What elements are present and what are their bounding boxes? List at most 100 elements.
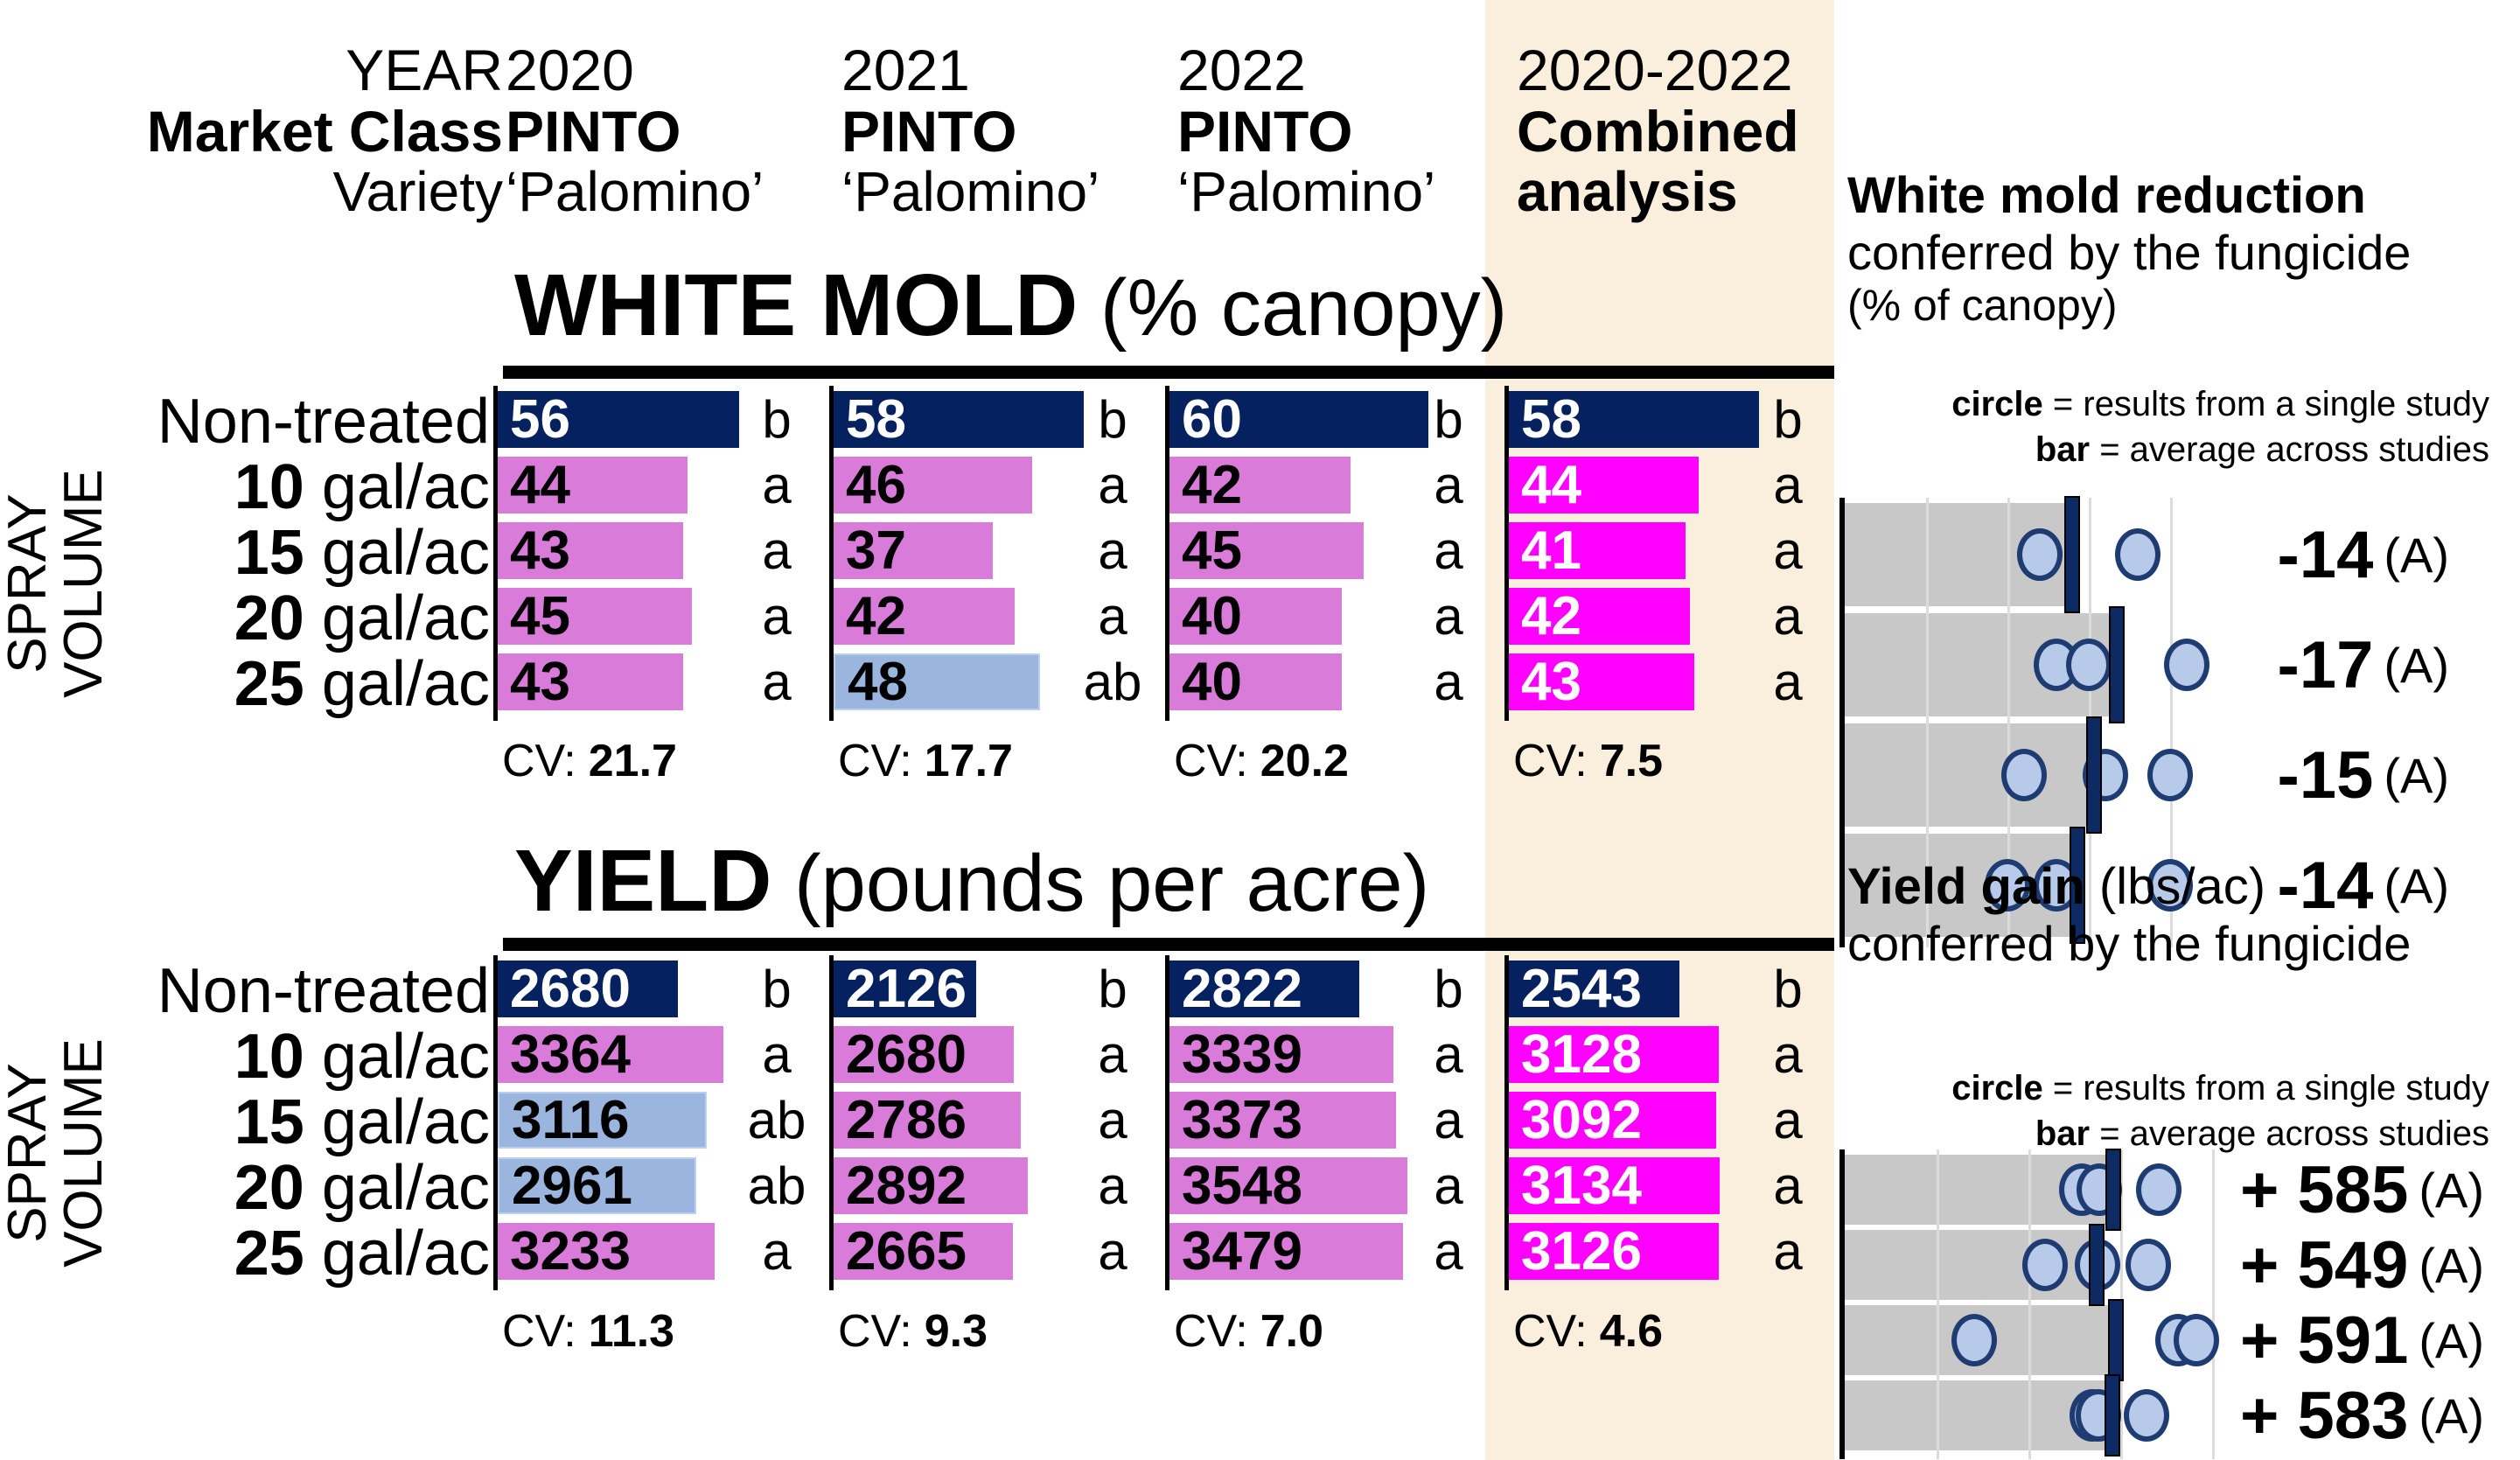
summary-chart-legend-line: bar = average across studies <box>1842 430 2489 470</box>
column-header-variety: ‘Palomino’ <box>1177 160 1436 223</box>
bar-value: 42 <box>846 586 906 646</box>
legend-desc: = average across studies <box>2090 430 2489 469</box>
value-bar: 3116 <box>498 1090 707 1150</box>
value-bar: 2665 <box>834 1221 1013 1282</box>
summary-value: -14 <box>2277 848 2374 923</box>
bar-value: 58 <box>846 389 906 450</box>
value-bar: 3364 <box>498 1024 723 1085</box>
legend-key: bar <box>2035 1114 2091 1153</box>
value-bar: 2680 <box>498 959 678 1019</box>
bar-value: 2665 <box>846 1221 967 1282</box>
column-header-market-class: Combined <box>1517 99 1799 164</box>
study-circle <box>2147 749 2193 801</box>
summary-value: -17 <box>2277 627 2374 702</box>
significance-letter: a <box>1098 1222 1127 1281</box>
value-bar: 43 <box>498 520 683 581</box>
summary-row-label: -14 (A) <box>2082 834 2450 937</box>
treatment-row-label: 20 gal/ac <box>26 583 490 654</box>
value-bar: 48 <box>834 652 1040 712</box>
summary-axis-line <box>1839 498 1845 947</box>
column-header-year: 2020-2022 <box>1517 38 1793 102</box>
significance-letter: a <box>762 521 792 580</box>
treatment-row-label: 10 gal/ac <box>26 451 490 523</box>
cv-label: CV: 4.6 <box>1513 1305 1663 1358</box>
significance-letter: b <box>762 960 792 1018</box>
section-title: YIELD (pounds per acre) <box>514 831 1429 932</box>
significance-letter: b <box>762 390 792 449</box>
section-title-bold: WHITE MOLD <box>514 256 1079 354</box>
significance-letter: b <box>1773 390 1803 449</box>
average-tick <box>2105 1149 2121 1231</box>
treatment-amount: 15 <box>234 518 304 588</box>
column-header-variety: analysis <box>1517 160 1738 223</box>
value-bar: 58 <box>834 389 1084 450</box>
cv-value: 20.2 <box>1260 736 1349 786</box>
average-tick <box>2109 606 2125 723</box>
cv-value: 9.3 <box>924 1306 988 1357</box>
value-bar: 40 <box>1169 586 1342 646</box>
bar-value: 3364 <box>510 1024 631 1085</box>
bar-value: 2680 <box>846 1024 967 1085</box>
average-tick <box>2064 496 2080 613</box>
value-bar: 3126 <box>1509 1221 1719 1282</box>
cv-label: CV: 7.5 <box>1513 735 1663 787</box>
bar-value: 3548 <box>1182 1156 1302 1216</box>
significance-letter: ab <box>1083 653 1142 711</box>
study-circle <box>1951 1314 1997 1366</box>
bar-value: 3126 <box>1521 1221 1642 1282</box>
legend-desc: = results from a single study <box>2042 1069 2489 1107</box>
summary-group-letter: (A) <box>2419 1312 2484 1368</box>
column-header-market-class: PINTO <box>841 99 1017 164</box>
bar-value: 3092 <box>1521 1090 1642 1150</box>
summary-title-part: conferred by the fungicide <box>1847 225 2412 280</box>
cv-label: CV: 17.7 <box>838 735 1013 787</box>
average-tick <box>2086 716 2102 834</box>
value-bar: 2892 <box>834 1156 1028 1216</box>
bar-value: 40 <box>1182 586 1242 646</box>
summary-value: + 549 <box>2240 1227 2409 1303</box>
summary-title-part: (lbs/ac) <box>2084 858 2266 915</box>
significance-letter: a <box>762 587 792 646</box>
value-bar: 3339 <box>1169 1024 1393 1085</box>
treatment-unit: gal/ac <box>304 1219 490 1289</box>
summary-group-letter: (A) <box>2384 747 2449 803</box>
significance-letter: a <box>1773 1222 1803 1281</box>
study-circle <box>2136 1163 2181 1216</box>
value-bar: 3134 <box>1509 1156 1720 1216</box>
bar-value: 2126 <box>846 959 967 1019</box>
column-header-year: 2022 <box>1177 38 1306 102</box>
panel-axis-line <box>1165 955 1169 1290</box>
summary-title-part: White mold reduction <box>1847 167 2366 224</box>
bar-value: 3339 <box>1182 1024 1302 1085</box>
bar-value: 44 <box>1521 455 1581 515</box>
treatment-amount: 20 <box>234 1153 304 1223</box>
bar-value: 45 <box>510 586 570 646</box>
summary-chart-legend-line: circle = results from a single study <box>1842 1069 2489 1108</box>
treatment-row-label: 15 gal/ac <box>26 517 490 589</box>
grid-line <box>2170 498 2173 947</box>
summary-value: + 583 <box>2240 1378 2409 1453</box>
panel-axis-line <box>1504 386 1509 721</box>
treatment-amount: 10 <box>234 1022 304 1092</box>
treatment-unit: gal/ac <box>304 583 490 653</box>
section-title-units: (pounds per acre) <box>771 839 1430 928</box>
summary-row-label: -15 (A) <box>2082 723 2450 827</box>
summary-group-letter: (A) <box>2384 527 2449 583</box>
summary-value: -15 <box>2277 737 2374 813</box>
cv-value: 11.3 <box>588 1306 675 1357</box>
section-title-bold: YIELD <box>514 832 772 930</box>
bar-value: 41 <box>1521 520 1581 581</box>
average-tick <box>2105 1374 2120 1457</box>
treatment-row-label: 10 gal/ac <box>26 1021 490 1093</box>
treatment-unit: gal/ac <box>304 1153 490 1223</box>
value-bar: 44 <box>498 455 688 515</box>
value-bar: 3233 <box>498 1221 715 1282</box>
spray-volume-axis-label: SPRAY VOLUME <box>0 1022 131 1284</box>
column-header-market-class: PINTO <box>1177 99 1353 164</box>
study-circle <box>2022 1239 2068 1291</box>
significance-letter: a <box>1434 587 1463 646</box>
significance-letter: b <box>1434 390 1463 449</box>
significance-letter: a <box>1434 1091 1463 1149</box>
study-circle <box>2001 749 2047 801</box>
bar-value: 3233 <box>510 1221 631 1282</box>
